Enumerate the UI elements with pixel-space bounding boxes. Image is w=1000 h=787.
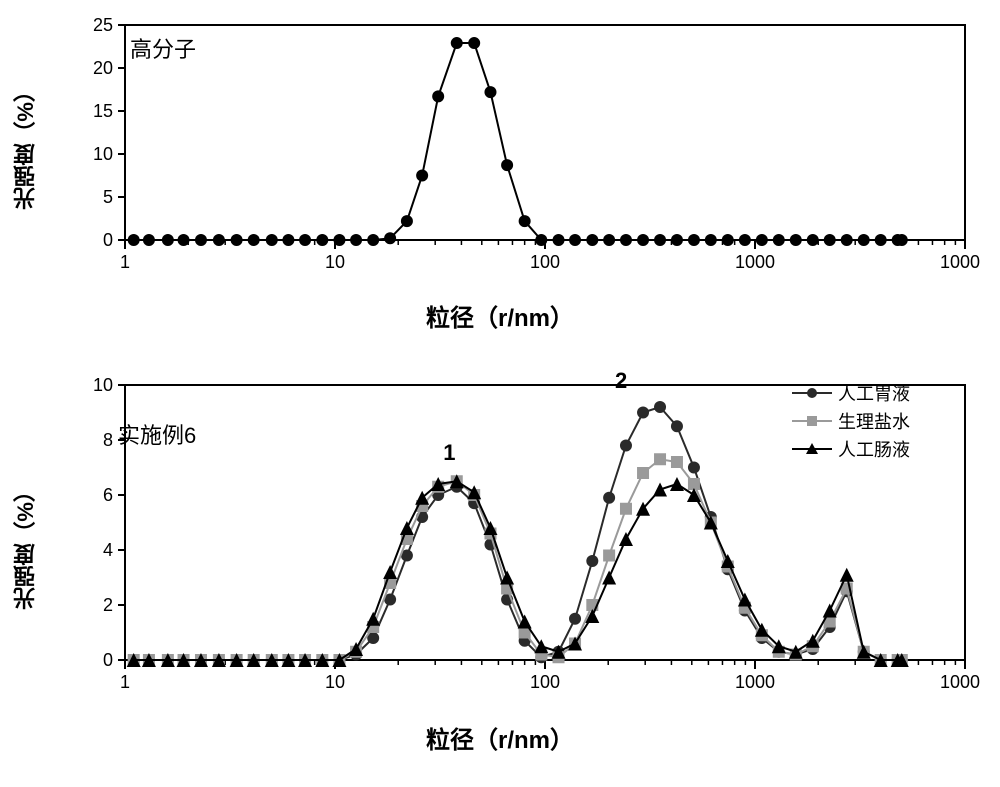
legend-item-gastric: 人工胃液: [792, 380, 910, 406]
svg-text:0: 0: [103, 230, 113, 250]
legend-label: 生理盐水: [838, 408, 910, 434]
svg-text:25: 25: [93, 15, 113, 35]
legend-item-intestinal: 人工肠液: [792, 436, 910, 462]
figure-container: { "top_chart": { "type": "line-scatter",…: [0, 0, 1000, 787]
legend-item-saline: 生理盐水: [792, 408, 910, 434]
bottom-ylabel: 光强度（%）: [10, 480, 42, 610]
svg-text:0: 0: [103, 650, 113, 670]
svg-text:20: 20: [93, 58, 113, 78]
svg-text:1000: 1000: [735, 252, 775, 272]
peak-label-2: 2: [615, 368, 627, 394]
svg-text:100: 100: [530, 252, 560, 272]
svg-text:10000: 10000: [940, 252, 980, 272]
peak-label-1: 1: [443, 440, 455, 466]
top-chart-svg: 0 5 10 15 20 25 1 10 100 1000 10000: [70, 10, 980, 290]
top-ylabel: 光强度（%）: [10, 80, 42, 210]
svg-text:15: 15: [93, 101, 113, 121]
legend-label: 人工肠液: [838, 436, 910, 462]
bottom-xlabel: 粒径（r/nm）: [0, 720, 1000, 755]
svg-text:1: 1: [120, 672, 130, 692]
svg-text:1: 1: [120, 252, 130, 272]
svg-text:10: 10: [325, 672, 345, 692]
svg-text:10: 10: [93, 144, 113, 164]
legend-label: 人工胃液: [838, 380, 910, 406]
svg-text:6: 6: [103, 485, 113, 505]
svg-text:1000: 1000: [735, 672, 775, 692]
svg-text:10000: 10000: [940, 672, 980, 692]
svg-text:4: 4: [103, 540, 113, 560]
svg-text:10: 10: [93, 375, 113, 395]
top-panel: 光强度（%） 高分子 0510152025110100100010000 粒径（…: [0, 0, 1000, 350]
top-xlabel: 粒径（r/nm）: [0, 298, 1000, 333]
svg-text:8: 8: [103, 430, 113, 450]
svg-text:5: 5: [103, 187, 113, 207]
svg-text:100: 100: [530, 672, 560, 692]
svg-text:2: 2: [103, 595, 113, 615]
svg-text:10: 10: [325, 252, 345, 272]
bottom-panel: 光强度（%） 实施例6 0246810110100100010000 1 2 人…: [0, 360, 1000, 780]
legend: 人工胃液 生理盐水 人工肠液: [792, 380, 910, 464]
